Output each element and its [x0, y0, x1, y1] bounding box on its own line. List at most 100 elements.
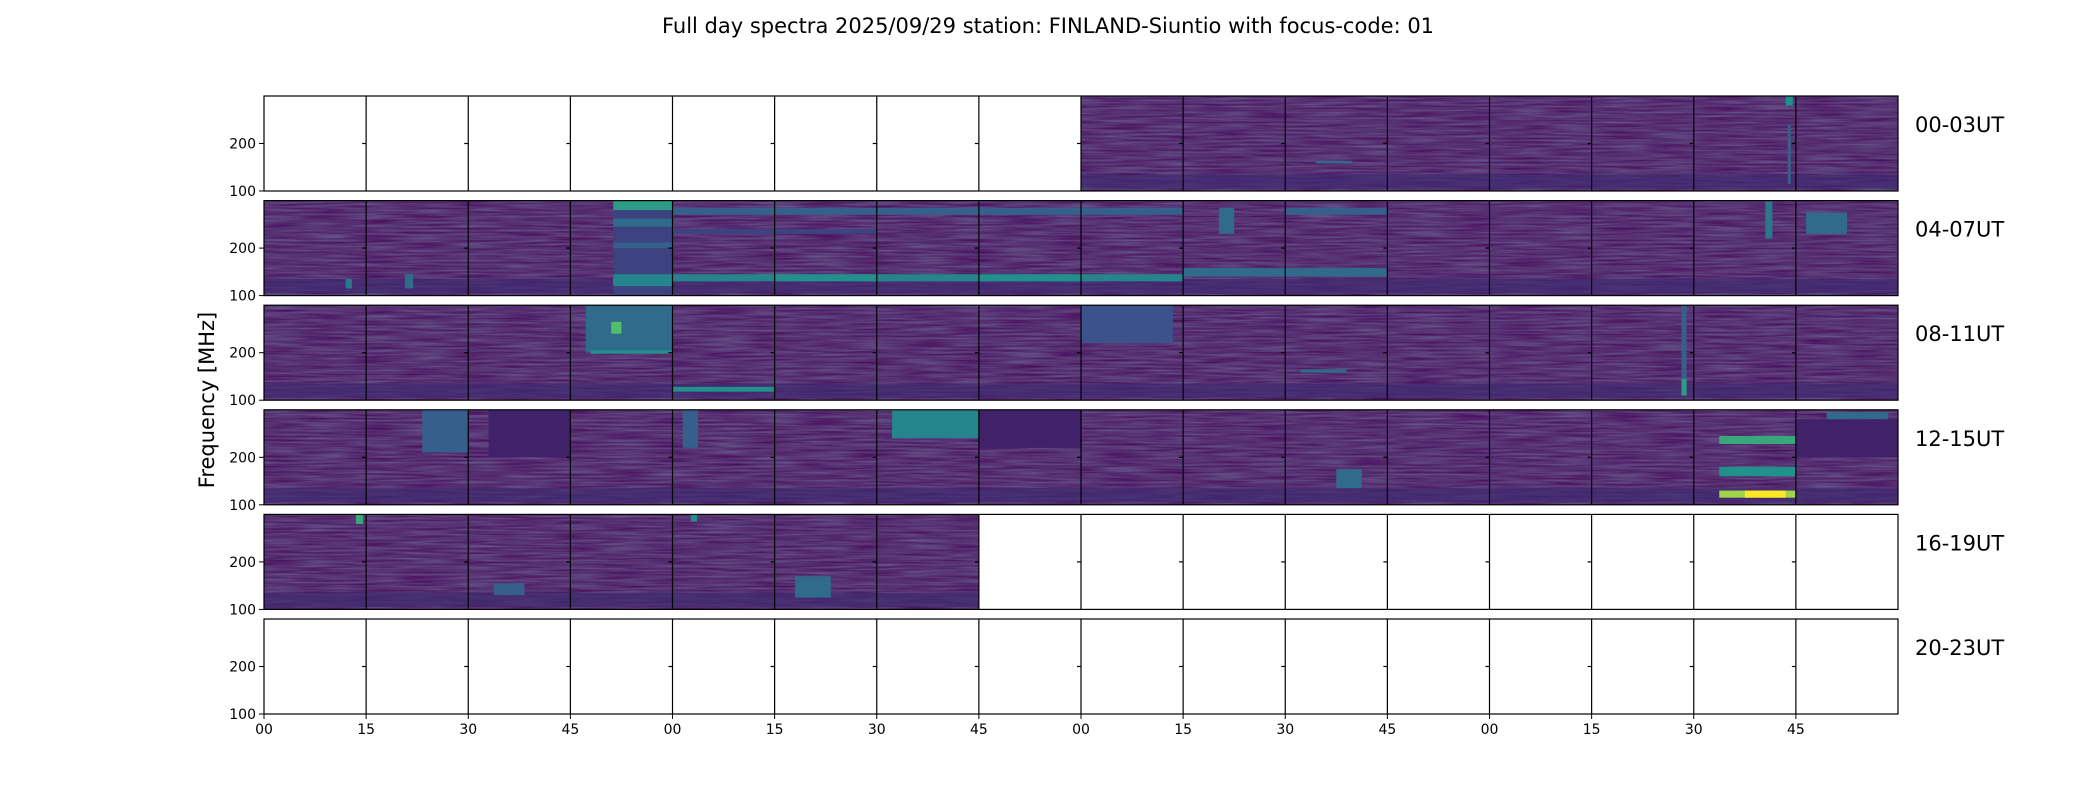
- low-band-noise: [264, 592, 367, 608]
- emission-feature: [876, 207, 979, 215]
- emission-feature: [1719, 466, 1796, 477]
- emission-feature: [1681, 378, 1687, 396]
- y-tick-label: 200: [229, 450, 256, 466]
- low-band-noise: [1387, 174, 1490, 189]
- emission-feature: [876, 274, 979, 282]
- emission-feature: [978, 274, 1081, 282]
- low-band-noise: [876, 488, 979, 503]
- empty-panel: [876, 619, 979, 714]
- empty-panel: [774, 619, 877, 714]
- emission-feature: [774, 207, 877, 215]
- low-band-noise: [264, 278, 367, 294]
- low-band-noise: [876, 383, 979, 398]
- row-00-03UT: 100 200 00-03UT: [229, 95, 2004, 200]
- x-tick-label: 30: [459, 722, 477, 738]
- low-band-noise: [468, 383, 571, 398]
- emission-feature: [613, 274, 673, 287]
- low-band-noise: [1489, 488, 1592, 503]
- emission-feature: [892, 409, 979, 439]
- x-tick-label: 15: [357, 722, 375, 738]
- low-band-noise: [1081, 278, 1184, 294]
- empty-panel: [1591, 619, 1694, 714]
- empty-panel: [1183, 619, 1286, 714]
- emission-feature: [795, 576, 831, 598]
- low-band-noise: [1591, 488, 1694, 503]
- empty-panel: [366, 96, 469, 191]
- low-band-noise: [672, 592, 775, 608]
- low-band-noise: [1693, 278, 1796, 294]
- low-band-noise: [264, 383, 367, 398]
- emission-feature: [590, 350, 673, 354]
- empty-panel: [1489, 514, 1592, 610]
- emission-feature: [672, 229, 775, 234]
- low-band-noise: [1081, 383, 1184, 398]
- x-tick-label: 15: [766, 722, 784, 738]
- low-band-noise: [570, 383, 673, 398]
- emission-feature: [1765, 200, 1773, 239]
- x-tick-label: 00: [255, 722, 273, 738]
- empty-panel: [1795, 619, 1898, 714]
- empty-panel: [978, 514, 1081, 610]
- emission-feature: [682, 409, 699, 448]
- low-band-noise: [1183, 488, 1286, 503]
- emission-feature: [672, 386, 775, 392]
- emission-feature: [1285, 207, 1388, 215]
- y-tick-label: 100: [229, 602, 256, 618]
- low-band-noise: [468, 592, 571, 608]
- emission-feature: [672, 207, 775, 215]
- emission-feature: [1081, 207, 1184, 215]
- empty-panel: [1285, 619, 1388, 714]
- low-band-noise: [1795, 174, 1898, 189]
- empty-panel: [570, 96, 673, 191]
- low-band-noise: [1693, 174, 1796, 189]
- low-band-noise: [1489, 174, 1592, 189]
- x-tick-label: 00: [664, 722, 682, 738]
- low-band-noise: [1285, 383, 1388, 398]
- low-band-noise: [1285, 278, 1388, 294]
- empty-panel: [978, 96, 1081, 191]
- low-band-noise: [1285, 174, 1388, 189]
- emission-feature: [1183, 268, 1286, 277]
- low-band-noise: [1285, 488, 1388, 503]
- x-tick-label: 45: [970, 722, 988, 738]
- row-08-11UT: 100 200 08-11UT: [229, 304, 2004, 409]
- low-band-noise: [366, 488, 469, 503]
- emission-feature: [1218, 207, 1235, 234]
- row-label: 00-03UT: [1915, 113, 2004, 137]
- emission-feature: [978, 409, 1081, 448]
- empty-panel: [264, 619, 367, 714]
- low-band-noise: [468, 488, 571, 503]
- x-tick-label: 45: [1787, 722, 1805, 738]
- emission-feature: [774, 229, 877, 234]
- low-band-noise: [774, 488, 877, 503]
- emission-feature: [978, 207, 1081, 215]
- empty-panel: [1285, 514, 1388, 610]
- low-band-noise: [1183, 174, 1286, 189]
- low-band-noise: [570, 488, 673, 503]
- x-tick-label: 15: [1174, 722, 1192, 738]
- emission-feature: [1336, 469, 1362, 489]
- low-band-noise: [1489, 383, 1592, 398]
- emission-feature: [1787, 124, 1791, 184]
- y-tick-label: 200: [229, 660, 256, 676]
- emission-feature: [493, 583, 525, 596]
- panel-grid: 10020000-03UT10020004-07UT10020008-11UT1…: [229, 95, 2004, 738]
- emission-feature: [1315, 161, 1352, 164]
- low-band-noise: [1081, 174, 1184, 189]
- emission-feature: [1681, 305, 1687, 396]
- low-band-noise: [1489, 278, 1592, 294]
- y-tick-label: 200: [229, 346, 256, 362]
- y-tick-label: 100: [229, 393, 256, 409]
- low-band-noise: [1183, 383, 1286, 398]
- low-band-noise: [1795, 278, 1898, 294]
- emission-feature: [1285, 268, 1388, 277]
- low-band-noise: [1081, 488, 1184, 503]
- emission-feature: [690, 514, 698, 522]
- empty-panel: [1183, 514, 1286, 610]
- emission-feature: [1806, 212, 1847, 234]
- low-band-noise: [1387, 488, 1490, 503]
- emission-feature: [422, 409, 469, 453]
- row-20-23UT: 100 200 20-23UT: [229, 618, 2004, 723]
- emission-feature: [1300, 369, 1347, 373]
